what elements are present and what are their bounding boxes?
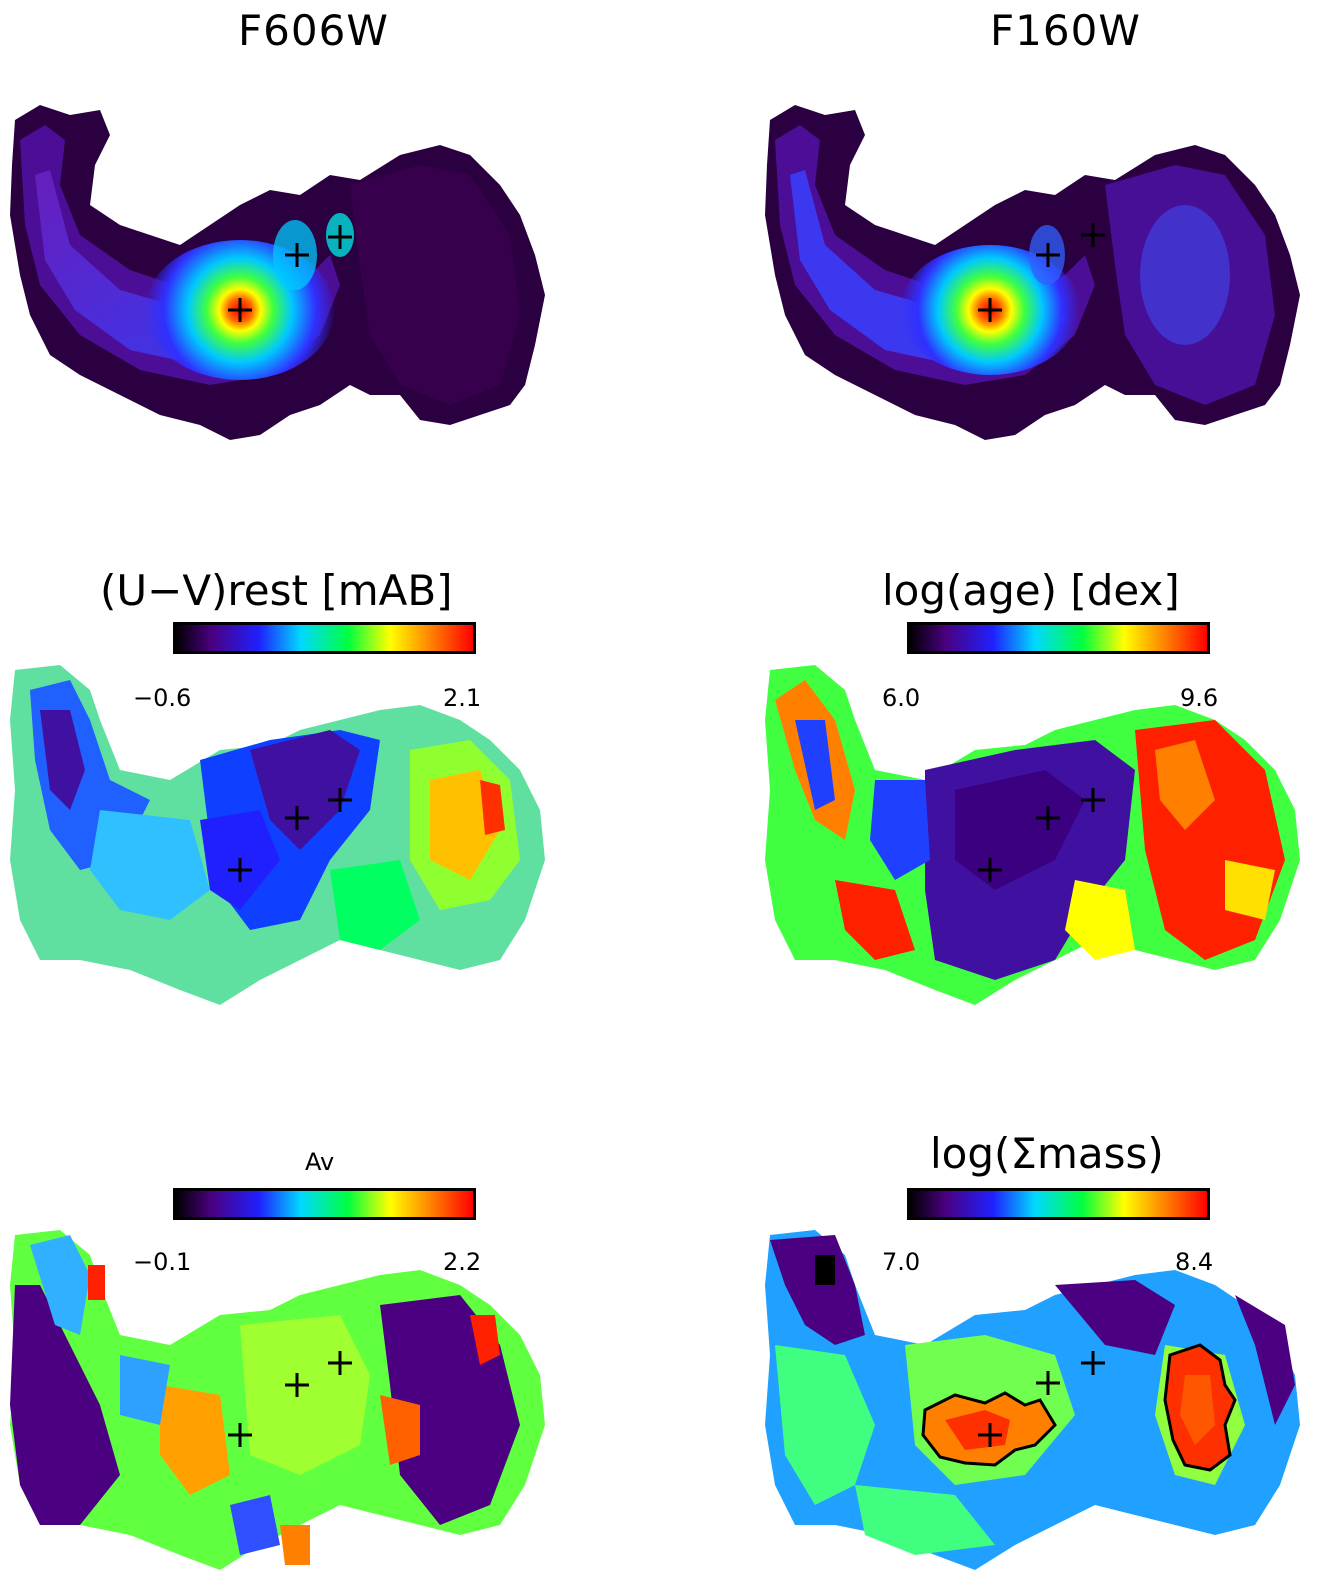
colorbar-age — [907, 622, 1210, 654]
marker-group — [228, 225, 352, 322]
colorbar-uv-min: −0.6 — [133, 684, 192, 712]
colorbar-av-max: 2.2 — [443, 1248, 482, 1276]
map-f606w — [10, 105, 545, 440]
panel-title-f160w: F160W — [990, 6, 1141, 55]
panel-title-av: Av — [305, 1148, 335, 1176]
map-av — [10, 1230, 545, 1570]
map-uv — [10, 665, 545, 1005]
colorbar-mass-max: 8.4 — [1175, 1248, 1214, 1276]
colorbar-mass — [907, 1188, 1210, 1220]
panel-title-age: log(age) [dex] — [882, 566, 1180, 615]
panel-title-f606w: F606W — [238, 6, 389, 55]
colorbar-age-max: 9.6 — [1180, 684, 1219, 712]
colorbar-mass-min: 7.0 — [882, 1248, 921, 1276]
panel-title-mass: log(Σmass) — [930, 1129, 1164, 1178]
map-mass — [765, 1230, 1300, 1570]
map-age — [765, 665, 1300, 1005]
colorbar-av — [173, 1188, 476, 1220]
panel-title-uv: (U−V)rest [mAB] — [100, 566, 453, 615]
colorbar-uv — [173, 622, 476, 654]
colorbar-av-min: −0.1 — [133, 1248, 192, 1276]
colorbar-age-min: 6.0 — [882, 684, 921, 712]
map-f160w — [765, 105, 1300, 440]
colorbar-uv-max: 2.1 — [443, 684, 482, 712]
